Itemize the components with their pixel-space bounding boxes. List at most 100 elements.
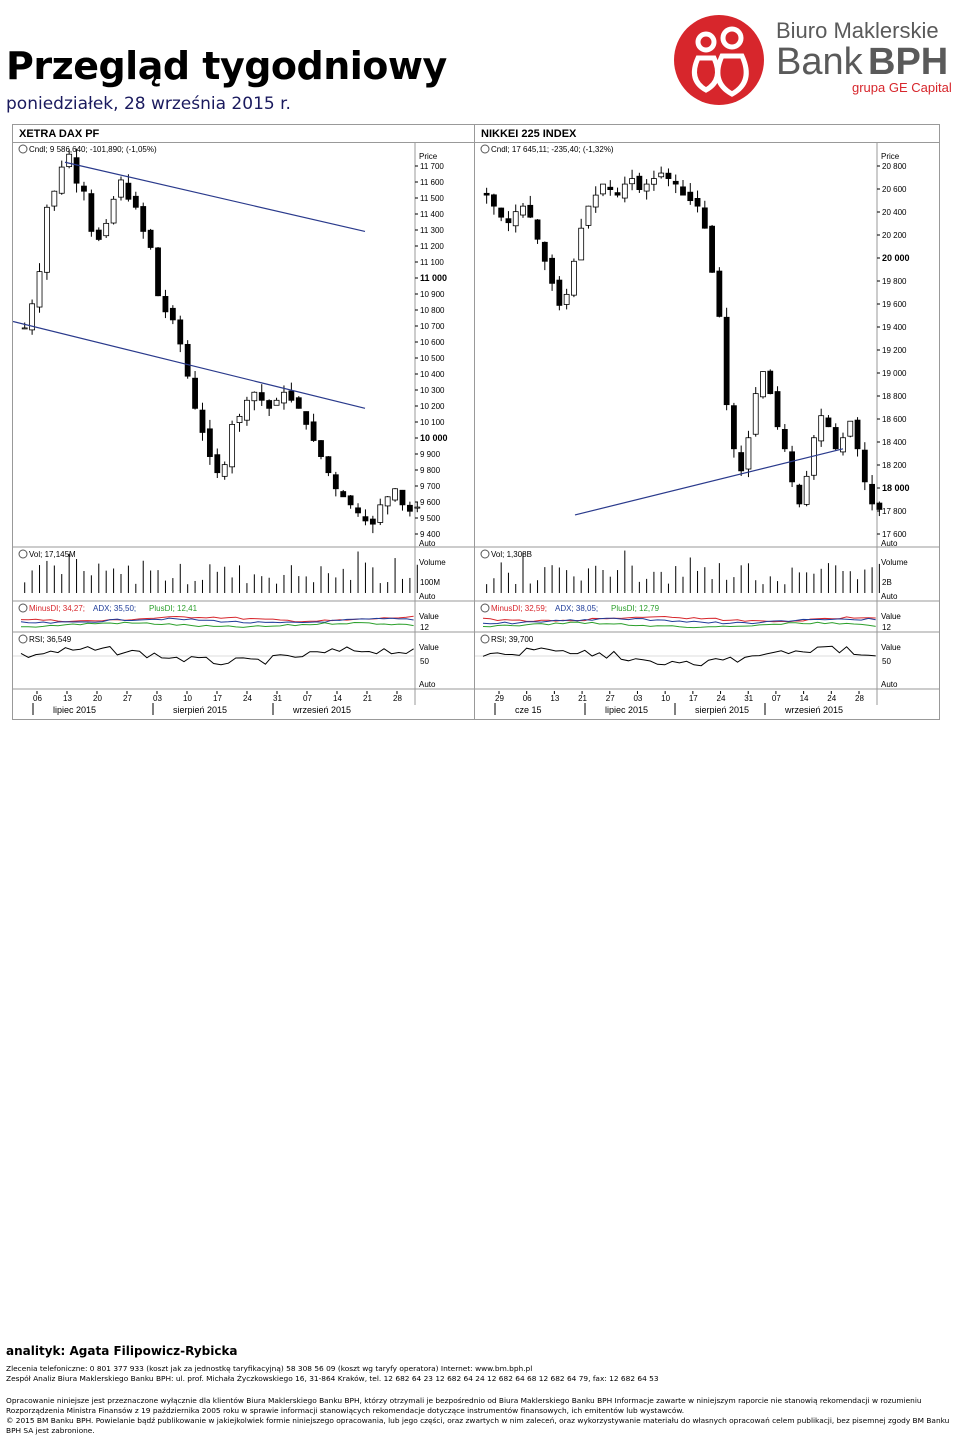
candle-body — [81, 185, 87, 192]
candle-body — [132, 195, 139, 208]
price-tick-label: 19 800 — [882, 277, 907, 286]
candle-body — [680, 186, 686, 196]
candle-body — [869, 483, 875, 505]
candle-body — [288, 390, 295, 401]
month-label: wrzesień 2015 — [292, 705, 351, 715]
rsi-legend: RSI; 39,700 — [491, 635, 534, 644]
nikkei-chart-panel: NIKKEI 225 INDEX Cndl; 17 645,11; -235,4… — [474, 124, 940, 720]
price-tick-label: 10 400 — [420, 370, 445, 379]
candle-body — [643, 183, 650, 192]
rsi-tick-label: 50 — [420, 657, 429, 666]
candle-body — [177, 319, 184, 345]
trendline — [574, 448, 844, 516]
logo-line1: Biuro Maklerskie — [776, 18, 939, 43]
candle-body — [125, 182, 132, 200]
volume-auto-button: Auto — [881, 592, 898, 601]
address-line: Zespół Analiz Biura Maklerskiego Banku B… — [6, 1374, 659, 1383]
candle-body — [103, 222, 110, 237]
price-tick-label: 20 200 — [882, 231, 907, 240]
candle-body — [738, 452, 745, 472]
candle-body — [51, 190, 58, 207]
price-tick-label: 17 600 — [882, 530, 907, 539]
price-tick-label: 11 100 — [420, 258, 444, 267]
legend-toggle-icon — [480, 634, 490, 644]
price-axis-title: Price — [881, 152, 900, 161]
day-tick-label: 03 — [153, 694, 162, 703]
day-tick-label: 29 — [495, 694, 504, 703]
price-auto-button: Auto — [881, 539, 898, 548]
candle-body — [651, 178, 657, 185]
candle-body — [384, 496, 391, 507]
rsi-line — [482, 645, 876, 667]
rsi-legend: RSI; 36,549 — [29, 635, 72, 644]
candle-body — [789, 451, 795, 483]
candle-body — [392, 488, 398, 501]
dmi-minus-legend: MinusDI; 34,27; — [29, 604, 85, 613]
price-tick-label: 10 100 — [420, 418, 445, 427]
candle-body — [578, 227, 585, 261]
logo-figures-icon — [691, 26, 749, 97]
candle-body — [266, 400, 273, 409]
candle-body — [273, 399, 280, 406]
rsi-auto-button: Auto — [419, 680, 436, 689]
dmi-plus-legend: PlusDI; 12,79 — [611, 604, 660, 613]
candle-body — [512, 211, 519, 227]
candle-body — [110, 198, 117, 224]
nikkei-panel-title: NIKKEI 225 INDEX — [475, 125, 939, 143]
candle-body — [214, 454, 221, 474]
legend-toggle-icon — [480, 603, 490, 613]
candle-body — [340, 491, 347, 498]
candle-body — [636, 175, 643, 191]
dmi-line — [482, 617, 876, 625]
candle-body — [781, 429, 788, 450]
price-tick-label: 20 600 — [882, 185, 907, 194]
month-label: wrzesień 2015 — [784, 705, 843, 715]
dmi-line — [20, 617, 414, 624]
price-tick-label: 20 400 — [882, 208, 907, 217]
day-tick-label: 24 — [827, 694, 836, 703]
candle-body — [607, 186, 614, 190]
candle-body — [162, 296, 169, 313]
candle-body — [244, 399, 250, 421]
candle-body — [44, 206, 50, 273]
dax-chart-panel: XETRA DAX PF Cndl; 9 586,640; -101,890; … — [12, 124, 478, 720]
candle-body — [701, 207, 708, 229]
candle-body — [731, 405, 737, 450]
trendline — [13, 320, 366, 409]
dax-panel-title: XETRA DAX PF — [13, 125, 477, 143]
candle-body — [832, 427, 839, 450]
price-tick-label: 19 200 — [882, 346, 907, 355]
day-tick-label: 03 — [633, 694, 642, 703]
candle-body — [362, 516, 369, 522]
day-tick-label: 17 — [213, 694, 222, 703]
price-tick-label: 11 500 — [420, 194, 444, 203]
candle-body — [318, 440, 324, 457]
dmi-line — [20, 615, 414, 623]
volume-axis-title: Volume — [881, 558, 908, 567]
month-label: sierpień 2015 — [695, 705, 749, 715]
candle-body — [818, 415, 825, 442]
candle-body — [310, 421, 317, 441]
candle-body — [73, 157, 80, 184]
volume-tick-label: 2B — [882, 578, 892, 587]
dmi-axis-title: Value — [881, 612, 901, 621]
dmi-axis-title: Value — [419, 612, 439, 621]
price-tick-label: 11 200 — [420, 242, 444, 251]
price-tick-label: 10 800 — [420, 306, 445, 315]
candle-body — [556, 279, 563, 306]
legend-toggle-icon — [18, 549, 28, 559]
day-tick-label: 10 — [183, 694, 192, 703]
price-tick-label: 10 700 — [420, 322, 445, 331]
candle-body — [140, 206, 147, 232]
report-date: poniedziałek, 28 września 2015 r. — [6, 94, 291, 114]
candle-body — [118, 179, 124, 198]
price-tick-label: 9 900 — [420, 450, 441, 459]
dmi-minus-legend: MinusDI; 32,59; — [491, 604, 547, 613]
price-tick-label: 19 000 — [882, 369, 907, 378]
volume-auto-button: Auto — [419, 592, 436, 601]
price-legend: Cndl; 17 645,11; -235,40; (-1,32%) — [491, 145, 614, 154]
candle-body — [658, 172, 665, 178]
legend-toggle-icon — [18, 603, 28, 613]
month-label: lipiec 2015 — [605, 705, 648, 715]
day-tick-label: 10 — [661, 694, 670, 703]
